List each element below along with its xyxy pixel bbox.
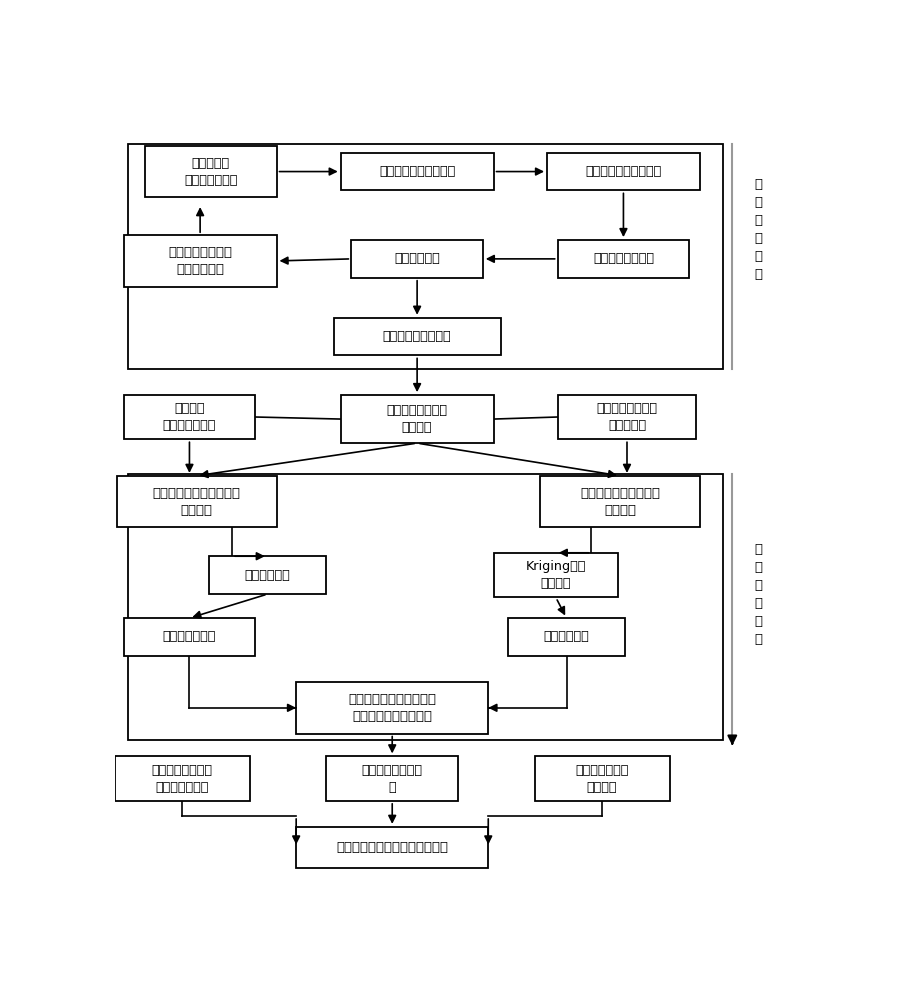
FancyBboxPatch shape <box>297 827 488 868</box>
Text: 变异函数
套合与拟合方法: 变异函数 套合与拟合方法 <box>162 402 216 432</box>
FancyBboxPatch shape <box>534 756 670 801</box>
FancyBboxPatch shape <box>540 476 700 527</box>
FancyBboxPatch shape <box>297 682 488 734</box>
FancyBboxPatch shape <box>557 395 697 439</box>
Text: 样本数据计算: 样本数据计算 <box>394 252 440 265</box>
FancyBboxPatch shape <box>494 553 618 597</box>
FancyBboxPatch shape <box>124 618 255 656</box>
Text: 探索性空间数据分析: 探索性空间数据分析 <box>383 330 452 343</box>
Text: 森林立地指数时空估测中
变异函数模型优化方法: 森林立地指数时空估测中 变异函数模型优化方法 <box>348 693 436 723</box>
FancyBboxPatch shape <box>145 146 276 197</box>
Text: 模型验证与诊断: 模型验证与诊断 <box>162 631 216 644</box>
Text: 变异函数理论模型
参数分析: 变异函数理论模型 参数分析 <box>386 404 448 434</box>
FancyBboxPatch shape <box>352 240 483 278</box>
Text: Kriging时空
插值方法: Kriging时空 插值方法 <box>526 560 586 590</box>
Text: 开发环境选择与
系统实现: 开发环境选择与 系统实现 <box>576 764 629 794</box>
Text: 立地指数变异函数多尺度
套合模型: 立地指数变异函数多尺度 套合模型 <box>152 487 241 517</box>
FancyBboxPatch shape <box>209 556 327 594</box>
FancyBboxPatch shape <box>115 756 250 801</box>
FancyBboxPatch shape <box>333 318 500 355</box>
FancyBboxPatch shape <box>124 235 276 287</box>
Text: 实验区选择和样地布设: 实验区选择和样地布设 <box>379 165 455 178</box>
Text: 立地指数变异函数
模型优选方法: 立地指数变异函数 模型优选方法 <box>168 246 232 276</box>
Text: 模型算法分析与设
计: 模型算法分析与设 计 <box>362 764 422 794</box>
FancyBboxPatch shape <box>117 476 276 527</box>
FancyBboxPatch shape <box>124 395 255 439</box>
Text: 时空交叉验证: 时空交叉验证 <box>543 631 589 644</box>
Text: 立地指数变异函数时空
扩展模型: 立地指数变异函数时空 扩展模型 <box>580 487 660 517</box>
FancyBboxPatch shape <box>508 618 625 656</box>
FancyBboxPatch shape <box>547 153 700 190</box>
Text: 软件系统架构分析
与功能模块设计: 软件系统架构分析 与功能模块设计 <box>151 764 213 794</box>
Text: 静
态
模
型
模
拟: 静 态 模 型 模 拟 <box>755 178 763 282</box>
FancyBboxPatch shape <box>557 240 689 278</box>
Text: 空间插值方法: 空间插值方法 <box>245 569 291 582</box>
Text: 实验数据采集和预处理: 实验数据采集和预处理 <box>586 165 662 178</box>
Text: 立地指数模型构建: 立地指数模型构建 <box>593 252 654 265</box>
Text: 动
态
时
空
估
测: 动 态 时 空 估 测 <box>755 543 763 646</box>
FancyBboxPatch shape <box>341 395 494 443</box>
Text: 时空变异函数建模
与曲线拟合: 时空变异函数建模 与曲线拟合 <box>597 402 657 432</box>
FancyBboxPatch shape <box>327 756 458 801</box>
Text: 森林立地指数时空估测软件原型: 森林立地指数时空估测软件原型 <box>336 841 448 854</box>
Text: 研究综述与
实验区资料收集: 研究综述与 实验区资料收集 <box>185 157 238 187</box>
FancyBboxPatch shape <box>341 153 494 190</box>
